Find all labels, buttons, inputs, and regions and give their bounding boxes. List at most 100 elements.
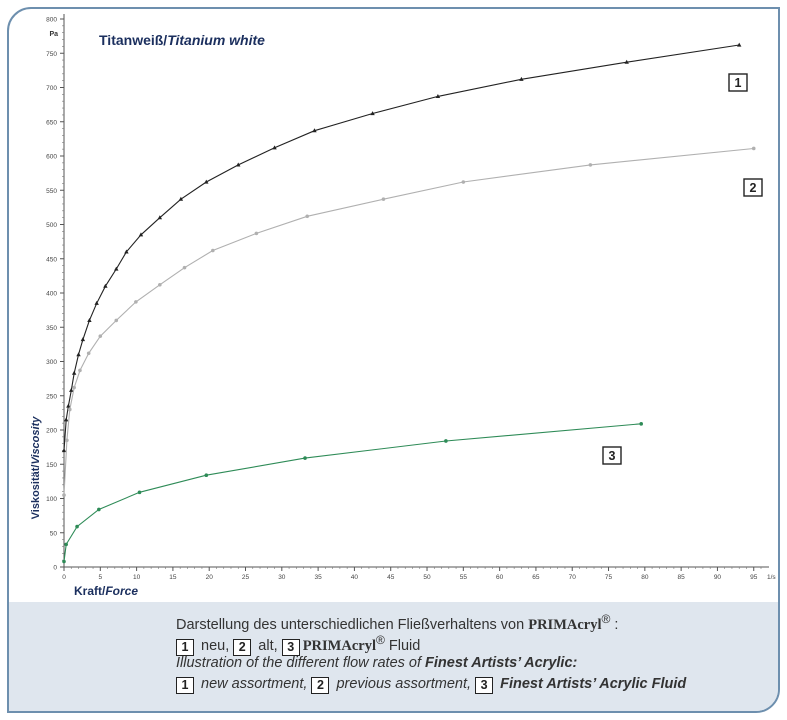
legend-brand: PRIMAcryl — [302, 637, 376, 654]
series-1-point — [114, 266, 119, 271]
series-3-point — [204, 473, 209, 478]
series-3-box — [602, 446, 622, 465]
legend-en-new: new assortment, — [197, 676, 312, 692]
legend-box-1: 1 — [176, 638, 194, 656]
series-2-point — [211, 248, 215, 253]
legend-en-box-3: 3 — [475, 677, 494, 694]
series-3-point — [62, 559, 66, 564]
caption-en-brand: Finest Artists’ Acrylic: — [425, 655, 578, 671]
series-3-point — [64, 542, 68, 547]
x-tick-label: 10 — [133, 574, 141, 581]
series-1-point — [66, 403, 71, 408]
x-tick-label: 25 — [242, 574, 250, 581]
y-tick-label: 600 — [46, 154, 57, 161]
y-tick-label: 100 — [46, 496, 57, 503]
legend-text-fluid: Fluid — [384, 637, 421, 654]
y-tick-label: 800 — [46, 17, 57, 24]
series-1-point — [519, 76, 524, 81]
x-tick-label: 45 — [387, 574, 395, 581]
series-3-point — [137, 490, 142, 495]
legend-en-box-1: 1 — [176, 677, 194, 694]
y-tick-label: 750 — [46, 51, 57, 58]
series-2-point — [114, 318, 119, 323]
x-tick-label: 15 — [169, 574, 177, 581]
viscosity-chart: 0501001502002503003504004505005506006507… — [30, 14, 776, 598]
x-tick-label: 35 — [314, 574, 322, 581]
y-tick-label: 350 — [46, 325, 57, 332]
caption-line-en: Illustration of the different flow rates… — [176, 655, 577, 671]
caption-line-en-legend: 1 new assortment, 2 previous assortment,… — [176, 676, 686, 694]
caption-de-suffix: : — [610, 616, 619, 633]
y-tick-label: 700 — [46, 85, 57, 92]
legend-registered-mark: ® — [375, 633, 385, 647]
series-2-point — [182, 265, 187, 270]
series-1-point — [624, 59, 629, 64]
legend-box-2: 2 — [233, 638, 252, 656]
x-tick-label: 20 — [206, 574, 214, 581]
series-1-point — [204, 179, 209, 184]
x-tick-label: 75 — [605, 574, 613, 581]
x-tick-label: 55 — [460, 574, 468, 581]
series-1-point — [370, 111, 375, 116]
series-1-point — [94, 300, 99, 305]
series-2-box — [743, 178, 763, 197]
series-2-point — [461, 180, 466, 184]
x-tick-label: 85 — [678, 574, 686, 581]
y-tick-label: 300 — [46, 359, 57, 366]
y-unit-label: Pa — [49, 31, 58, 38]
series-2-point — [72, 385, 76, 390]
caption-de-text: Darstellung des unterschiedlichen Fließv… — [176, 616, 525, 633]
series-1-point — [272, 145, 277, 150]
x-tick-label: 0 — [62, 574, 66, 581]
x-tick-label: 95 — [750, 574, 758, 581]
series-3-point — [639, 422, 644, 426]
series-2-point — [158, 282, 162, 287]
legend-box-3: 3 — [281, 638, 300, 656]
y-axis-label: Viskosität/Viscosity — [30, 416, 42, 520]
caption-line-de-legend: 1 neu, 2 alt, 3 PRIMAcryl® Fluid — [176, 633, 420, 656]
series-2-point — [381, 197, 386, 201]
series-1-point — [737, 42, 742, 47]
x-tick-label: 40 — [351, 574, 359, 581]
series-3-point — [444, 439, 448, 443]
legend-text-neu: neu, — [197, 637, 234, 654]
legend-en-previous: previous assortment, — [332, 676, 476, 692]
series-1-box — [728, 73, 748, 92]
caption-line-de: Darstellung des unterschiedlichen Fließv… — [176, 612, 618, 634]
y-tick-label: 200 — [46, 428, 57, 435]
chart-title: Titanweiß/Titanium white — [99, 32, 265, 48]
series-2-point — [134, 300, 138, 304]
x-tick-label: 30 — [278, 574, 286, 581]
series-3-point — [303, 456, 307, 460]
y-tick-label: 150 — [46, 462, 57, 469]
x-tick-label: 70 — [569, 574, 577, 581]
series-1-point — [69, 387, 74, 392]
series-3-point — [75, 524, 79, 529]
series-3-point — [97, 507, 101, 512]
series-2-label: 2 — [750, 181, 757, 195]
series-2-point — [86, 351, 91, 356]
series-1-label: 1 — [735, 76, 742, 90]
y-tick-label: 400 — [46, 291, 57, 298]
y-tick-label: 50 — [50, 530, 58, 537]
caption-en-text: Illustration of the different flow rates… — [176, 655, 426, 671]
series-2-point — [751, 146, 756, 151]
x-tick-label: 65 — [532, 574, 540, 581]
series-1-point — [103, 283, 108, 288]
series-1-line — [63, 44, 740, 451]
series-2-line — [63, 147, 754, 496]
x-tick-label: 60 — [496, 574, 504, 581]
x-tick-label: 5 — [98, 574, 102, 581]
legend-en-fluid: Finest Artists’ Acrylic Fluid — [496, 676, 687, 692]
series-1-point — [312, 128, 317, 133]
series-1-point — [236, 162, 241, 167]
series-1-point — [435, 94, 441, 99]
y-tick-label: 500 — [46, 222, 57, 229]
series-1-point — [157, 215, 163, 220]
series-2-point — [305, 214, 310, 219]
y-tick-label: 450 — [46, 256, 57, 263]
series-1-point — [71, 370, 77, 375]
series-2-point — [62, 493, 66, 497]
series-1-point — [61, 448, 67, 453]
series-3-line — [63, 423, 642, 562]
